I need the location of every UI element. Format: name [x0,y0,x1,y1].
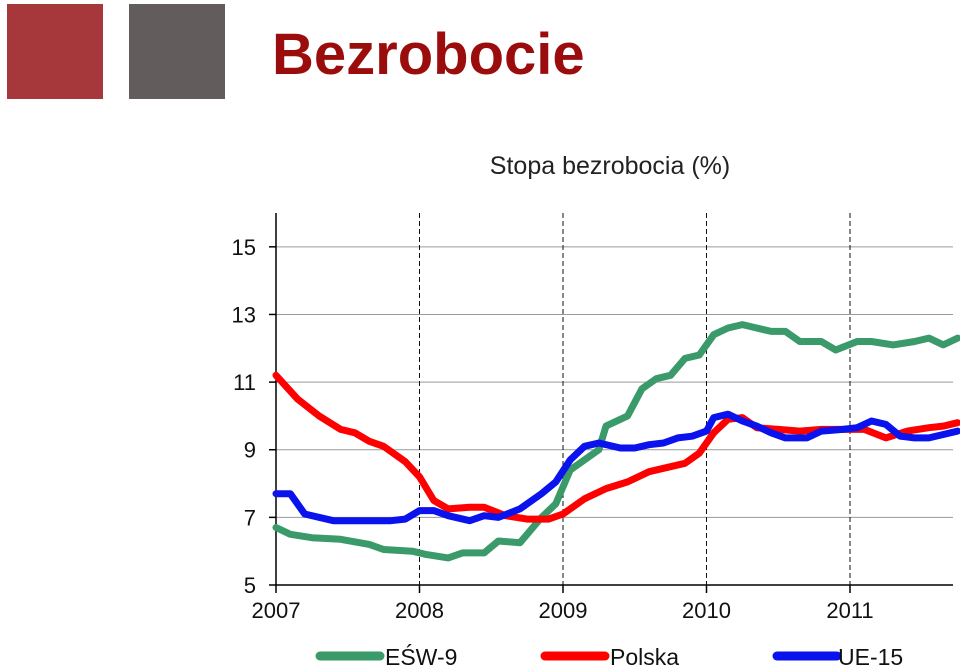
y-tick-label: 5 [244,573,256,598]
x-tick-label: 2011 [826,598,873,623]
legend-label: UE-15 [838,644,903,667]
legend-label: EŚW-9 [385,643,457,667]
y-tick-label: 13 [232,302,256,327]
y-tick-label: 9 [244,438,256,463]
chart-axes: 5 7 9 11 13 15 2007 2008 2009 2010 2011 [232,213,953,623]
chart-grid [276,213,953,585]
y-tick-label: 11 [233,370,256,395]
x-tick-label: 2010 [682,598,731,623]
chart-series [272,321,960,562]
chart-legend: EŚW-9 Polska UE-15 [315,643,903,667]
series-line-1 [272,321,960,562]
page-title: Bezrobocie [272,22,585,87]
series-line-3 [272,410,960,525]
decor-square-gray [129,4,225,99]
legend-label: Polska [610,644,679,667]
y-tick-label: 7 [244,505,256,530]
decor-square-red [7,4,103,99]
x-tick-label: 2008 [395,598,444,623]
chart-title: Stopa bezrobocia (%) [489,152,731,180]
y-tick-label: 15 [232,235,256,260]
x-tick-label: 2007 [252,598,301,623]
x-tick-label: 2009 [539,598,588,623]
